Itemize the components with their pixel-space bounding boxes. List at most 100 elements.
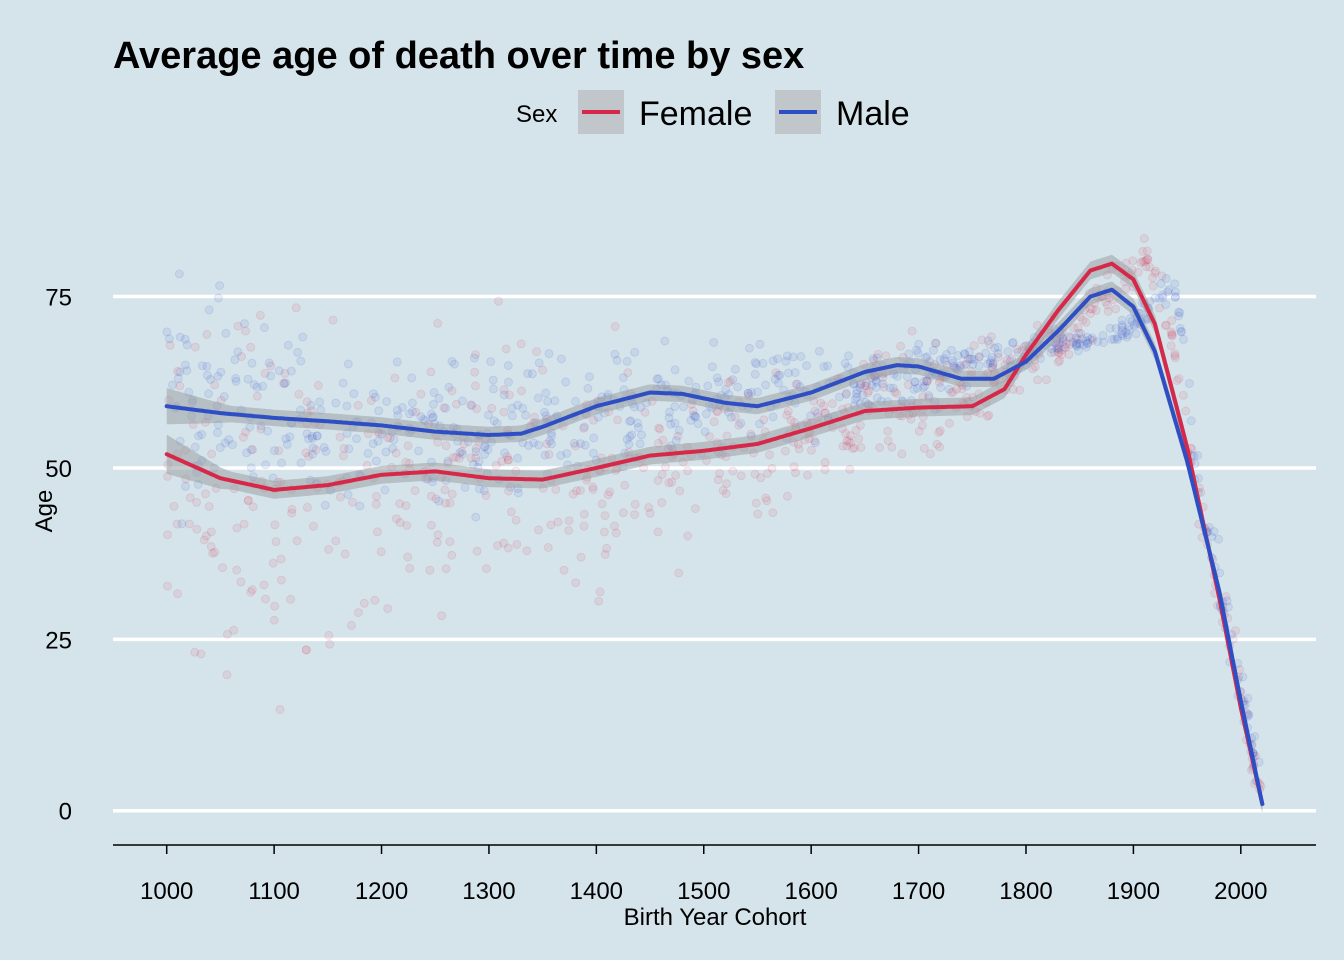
scatter-point-male bbox=[471, 512, 481, 522]
scatter-point-male bbox=[1052, 343, 1062, 353]
scatter-point-female bbox=[402, 521, 412, 530]
scatter-point-female bbox=[599, 527, 609, 537]
scatter-point-female bbox=[366, 396, 376, 406]
scatter-point-male bbox=[428, 412, 438, 422]
scatter-point-male bbox=[796, 352, 806, 361]
legend-entry-female: Female bbox=[578, 90, 752, 134]
scatter-point-female bbox=[806, 445, 816, 455]
scatter-point-male bbox=[1238, 672, 1248, 682]
scatter-point-male bbox=[480, 442, 489, 452]
scatter-point-female bbox=[896, 341, 906, 351]
scatter-point-female bbox=[579, 521, 589, 531]
scatter-point-female bbox=[1140, 257, 1150, 267]
scatter-point-male bbox=[965, 347, 974, 357]
scatter-point-male bbox=[389, 435, 399, 445]
scatter-point-male bbox=[1098, 330, 1108, 340]
scatter-point-female bbox=[623, 368, 633, 378]
scatter-point-female bbox=[993, 352, 1003, 362]
scatter-point-female bbox=[1030, 362, 1040, 372]
scatter-point-female bbox=[441, 564, 451, 574]
scatter-point-female bbox=[1166, 327, 1176, 337]
scatter-point-female bbox=[359, 598, 369, 608]
scatter-point-male bbox=[1071, 333, 1081, 343]
scatter-point-female bbox=[241, 326, 251, 336]
scatter-point-female bbox=[493, 296, 503, 306]
scatter-point-female bbox=[192, 497, 202, 507]
scatter-point-female bbox=[640, 407, 650, 417]
scatter-point-male bbox=[180, 360, 190, 370]
scatter-point-female bbox=[403, 552, 413, 562]
scatter-point-female bbox=[1049, 347, 1059, 357]
scatter-point-male bbox=[1053, 343, 1063, 353]
scatter-point-female bbox=[1141, 255, 1151, 265]
scatter-point-female bbox=[985, 339, 995, 349]
scatter-point-male bbox=[285, 432, 295, 442]
scatter-point-female bbox=[291, 303, 301, 313]
scatter-point-female bbox=[391, 514, 401, 524]
scatter-point-female bbox=[448, 453, 458, 463]
scatter-point-female bbox=[1061, 343, 1071, 353]
scatter-point-female bbox=[1054, 348, 1064, 357]
scatter-point-male bbox=[1113, 334, 1122, 344]
scatter-point-female bbox=[963, 354, 973, 364]
scatter-point-male bbox=[747, 387, 756, 397]
scatter-point-male bbox=[1161, 273, 1171, 283]
scatter-point-female bbox=[644, 503, 654, 512]
scatter-point-female bbox=[172, 519, 182, 529]
scatter-point-female bbox=[736, 471, 746, 481]
scatter-point-female bbox=[1069, 323, 1079, 333]
scatter-point-male bbox=[987, 352, 997, 362]
scatter-point-male bbox=[507, 411, 517, 421]
scatter-point-female bbox=[673, 431, 683, 441]
scatter-point-female bbox=[441, 441, 451, 451]
scatter-point-male bbox=[665, 407, 674, 417]
scatter-point-female bbox=[1231, 626, 1240, 636]
scatter-point-male bbox=[513, 400, 523, 410]
scatter-point-female bbox=[238, 432, 248, 442]
scatter-point-female bbox=[848, 444, 858, 454]
scatter-point-male bbox=[513, 488, 523, 498]
scatter-point-female bbox=[705, 432, 714, 442]
scatter-point-female bbox=[163, 530, 172, 540]
scatter-point-male bbox=[730, 364, 740, 374]
scatter-point-female bbox=[1052, 341, 1062, 350]
scatter-point-male bbox=[589, 448, 598, 458]
scatter-point-female bbox=[499, 538, 509, 548]
scatter-point-male bbox=[215, 443, 225, 453]
scatter-point-male bbox=[1174, 307, 1184, 317]
scatter-point-male bbox=[610, 349, 620, 359]
scatter-point-male bbox=[298, 332, 308, 342]
scatter-point-male bbox=[308, 449, 317, 459]
scatter-point-female bbox=[1081, 317, 1091, 327]
scatter-point-female bbox=[620, 480, 630, 490]
scatter-point-female bbox=[472, 404, 482, 414]
scatter-point-male bbox=[910, 377, 920, 387]
scatter-point-female bbox=[243, 496, 253, 506]
scatter-point-male bbox=[162, 327, 172, 337]
scatter-point-male bbox=[931, 338, 941, 348]
scatter-point-female bbox=[292, 536, 302, 546]
scatter-point-female bbox=[728, 466, 738, 476]
scatter-point-female bbox=[1128, 256, 1138, 266]
scatter-point-female bbox=[1167, 329, 1177, 339]
scatter-point-male bbox=[622, 356, 632, 366]
scatter-point-male bbox=[1083, 339, 1093, 348]
scatter-point-female bbox=[819, 401, 829, 411]
scatter-point-male bbox=[922, 352, 932, 362]
scatter-point-male bbox=[1071, 339, 1081, 349]
scatter-point-male bbox=[393, 410, 403, 420]
scatter-point-male bbox=[500, 448, 510, 458]
scatter-point-female bbox=[588, 485, 598, 494]
scatter-point-male bbox=[190, 442, 200, 452]
scatter-point-female bbox=[671, 470, 681, 480]
scatter-point-male bbox=[408, 407, 417, 416]
scatter-point-female bbox=[1041, 375, 1051, 385]
scatter-point-female bbox=[499, 385, 509, 395]
scatter-point-female bbox=[988, 360, 998, 370]
legend-label-female: Female bbox=[639, 95, 752, 133]
scatter-point-male bbox=[914, 339, 924, 349]
smooth-lines bbox=[164, 261, 1265, 806]
scatter-point-male bbox=[221, 328, 231, 338]
scatter-point-male bbox=[213, 293, 223, 303]
scatter-point-female bbox=[173, 589, 183, 599]
